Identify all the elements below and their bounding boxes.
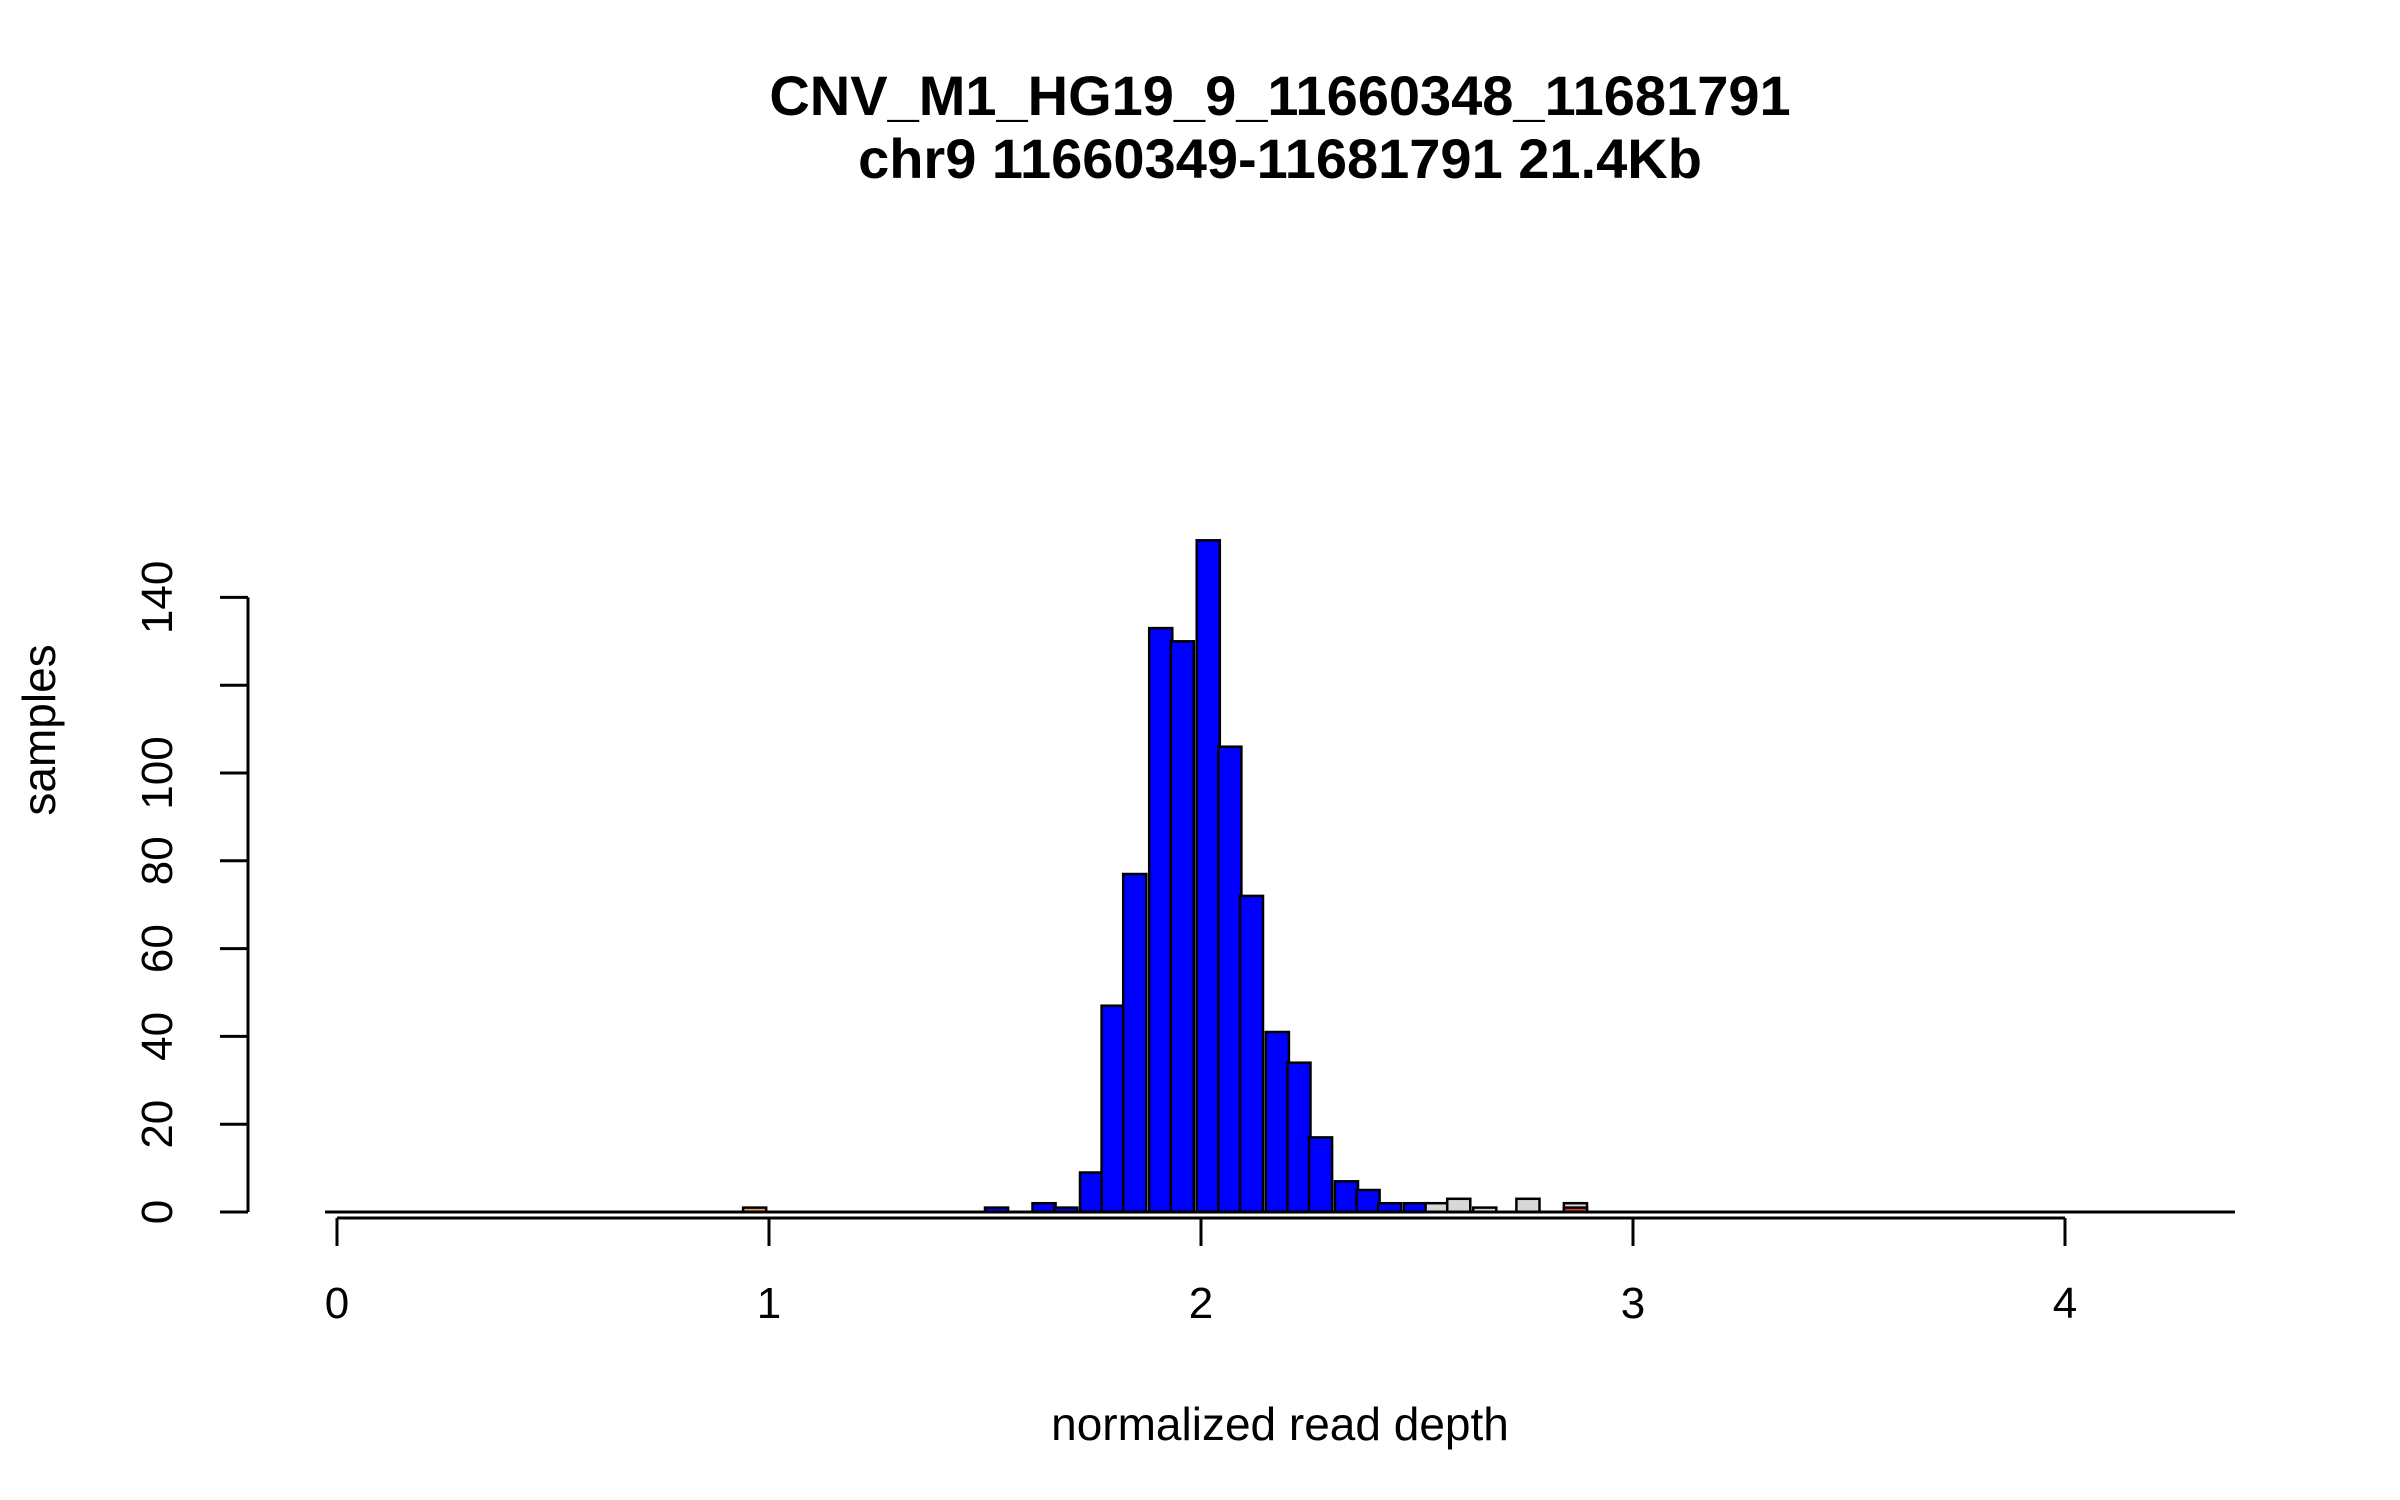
histogram-bar <box>1217 745 1243 1214</box>
y-tick-label: 140 <box>133 561 182 634</box>
histogram-bar <box>1169 640 1196 1214</box>
histogram-bar <box>1515 1197 1541 1214</box>
histogram-bar <box>1445 1197 1472 1214</box>
histogram-bar <box>1355 1188 1381 1214</box>
x-axis: 0 1 2 3 4 <box>325 1216 2077 1328</box>
histogram-bar <box>1333 1180 1360 1214</box>
x-tick-label: 4 <box>2053 1279 2077 1328</box>
y-tick-label: 80 <box>133 836 182 885</box>
x-tick-label: 2 <box>1189 1279 1213 1328</box>
x-tick-label: 3 <box>1621 1279 1645 1328</box>
bars-group <box>741 539 1589 1214</box>
y-tick-label: 60 <box>133 924 182 973</box>
y-tick-label: 40 <box>133 1012 182 1061</box>
y-tick-label: 0 <box>133 1200 182 1224</box>
histogram-bar <box>1264 1030 1291 1214</box>
y-axis-label: samples <box>13 644 65 815</box>
chart-title: CNV_M1_HG19_9_11660348_11681791 <box>769 64 1790 127</box>
histogram-bar <box>1195 539 1222 1214</box>
histogram-bar <box>1238 894 1265 1214</box>
y-axis: 0 20 40 60 80 100 140 <box>133 561 250 1224</box>
x-axis-label: normalized read depth <box>1051 1398 1509 1450</box>
x-tick-label: 1 <box>757 1279 781 1328</box>
chart-subtitle: chr9 11660349-11681791 21.4Kb <box>858 127 1702 190</box>
histogram-bar <box>1121 872 1148 1214</box>
histogram-bar <box>1286 1061 1312 1214</box>
histogram-bar <box>1100 1004 1126 1214</box>
histogram-bar <box>1147 626 1174 1214</box>
histogram-bar <box>1078 1171 1105 1214</box>
y-tick-label: 100 <box>133 736 182 809</box>
y-tick-label: 20 <box>133 1100 182 1149</box>
histogram-bar <box>1307 1136 1334 1214</box>
x-tick-label: 0 <box>325 1279 349 1328</box>
